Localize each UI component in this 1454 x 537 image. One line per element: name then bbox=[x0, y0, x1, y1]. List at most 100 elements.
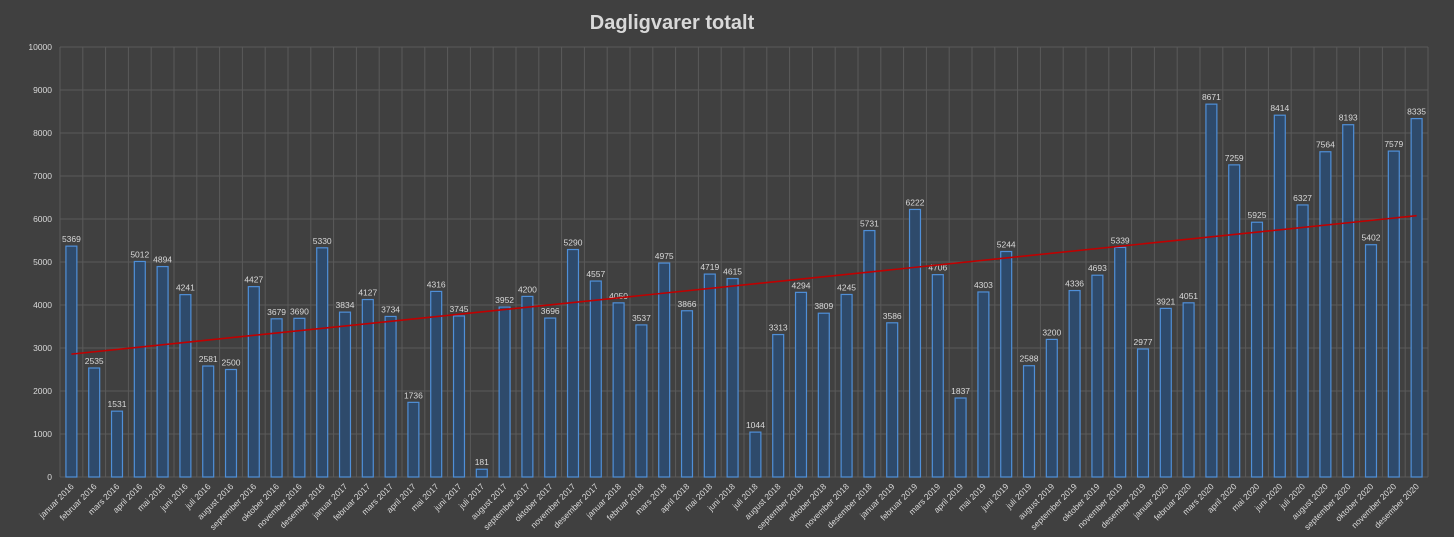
bar bbox=[475, 468, 488, 478]
bar bbox=[110, 410, 124, 478]
data-label: 5012 bbox=[130, 249, 149, 259]
bar bbox=[840, 293, 853, 478]
bar bbox=[794, 291, 808, 478]
data-label: 8193 bbox=[1339, 113, 1358, 123]
data-label: 4615 bbox=[723, 267, 742, 277]
data-label: 6222 bbox=[906, 197, 925, 207]
data-label: 5339 bbox=[1111, 235, 1130, 245]
data-label: 4719 bbox=[700, 262, 719, 272]
bar bbox=[224, 368, 238, 478]
bar bbox=[703, 273, 716, 478]
data-label: 4241 bbox=[176, 283, 195, 293]
data-label: 8671 bbox=[1202, 92, 1221, 102]
bar bbox=[430, 290, 443, 478]
data-label: 1044 bbox=[746, 420, 765, 430]
bar bbox=[133, 260, 146, 478]
bar bbox=[1159, 307, 1172, 478]
data-label: 5244 bbox=[997, 240, 1016, 250]
bar bbox=[589, 280, 602, 478]
data-label: 4693 bbox=[1088, 263, 1107, 273]
data-label: 4336 bbox=[1065, 279, 1084, 289]
bar bbox=[566, 248, 580, 478]
bar bbox=[1022, 365, 1036, 478]
data-label: 2581 bbox=[199, 354, 218, 364]
y-tick-label: 9000 bbox=[33, 85, 52, 95]
bar bbox=[384, 315, 397, 478]
data-label: 4706 bbox=[928, 263, 947, 273]
data-label: 3200 bbox=[1042, 327, 1061, 337]
bar bbox=[65, 245, 78, 478]
bar bbox=[1387, 150, 1400, 478]
data-label: 1837 bbox=[951, 386, 970, 396]
bar bbox=[1045, 338, 1058, 478]
data-label: 3952 bbox=[495, 295, 514, 305]
bar bbox=[726, 277, 739, 478]
bar bbox=[658, 262, 671, 478]
data-label: 3921 bbox=[1156, 296, 1175, 306]
bar bbox=[749, 431, 762, 478]
data-label: 3834 bbox=[336, 300, 355, 310]
data-label: 4427 bbox=[244, 275, 263, 285]
bar bbox=[544, 317, 557, 478]
bar bbox=[1068, 289, 1081, 478]
bar bbox=[316, 247, 329, 478]
bar bbox=[680, 310, 694, 478]
bar bbox=[1182, 302, 1195, 478]
bar bbox=[1000, 250, 1013, 478]
bar bbox=[886, 322, 899, 478]
data-label: 3690 bbox=[290, 306, 309, 316]
data-label: 3745 bbox=[450, 304, 469, 314]
y-tick-label: 8000 bbox=[33, 128, 52, 138]
bar bbox=[498, 306, 511, 478]
bar bbox=[908, 208, 922, 478]
bar bbox=[1273, 114, 1286, 478]
bar bbox=[1091, 274, 1104, 478]
bar bbox=[156, 265, 169, 478]
bar bbox=[1410, 117, 1423, 478]
y-tick-label: 2000 bbox=[33, 386, 52, 396]
bar bbox=[407, 401, 420, 478]
bar bbox=[1114, 246, 1127, 478]
data-label: 7259 bbox=[1225, 153, 1244, 163]
data-label: 7579 bbox=[1384, 139, 1403, 149]
data-label: 4975 bbox=[655, 251, 674, 261]
data-label: 3586 bbox=[883, 311, 902, 321]
data-label: 4557 bbox=[586, 269, 605, 279]
data-label: 7564 bbox=[1316, 140, 1335, 150]
bar bbox=[1136, 348, 1150, 478]
bar bbox=[635, 324, 648, 478]
chart-title: Dagligvarer totalt bbox=[589, 12, 755, 34]
data-label: 4894 bbox=[153, 255, 172, 265]
data-label: 5290 bbox=[564, 238, 583, 248]
y-tick-label: 3000 bbox=[33, 343, 52, 353]
bar bbox=[931, 274, 944, 478]
trendline bbox=[71, 214, 1417, 355]
y-tick-label: 1000 bbox=[33, 429, 52, 439]
bar bbox=[293, 317, 306, 478]
data-label: 2535 bbox=[85, 356, 104, 366]
data-label: 5731 bbox=[860, 219, 879, 229]
bar bbox=[338, 311, 352, 478]
data-label: 4316 bbox=[427, 279, 446, 289]
bar bbox=[202, 365, 215, 478]
bar bbox=[1319, 151, 1332, 478]
data-label: 1736 bbox=[404, 390, 423, 400]
data-label: 5402 bbox=[1362, 233, 1381, 243]
bar bbox=[270, 318, 283, 478]
data-label: 1531 bbox=[108, 399, 127, 409]
data-label: 3537 bbox=[632, 313, 651, 323]
data-label: 4127 bbox=[358, 288, 377, 298]
bar bbox=[977, 291, 990, 478]
bar bbox=[1228, 164, 1241, 478]
data-label: 4294 bbox=[792, 280, 811, 290]
bar bbox=[1250, 221, 1264, 478]
data-label: 3696 bbox=[541, 306, 560, 316]
data-label: 6327 bbox=[1293, 193, 1312, 203]
data-label: 4245 bbox=[837, 282, 856, 292]
data-label: 5925 bbox=[1248, 210, 1267, 220]
y-tick-label: 6000 bbox=[33, 214, 52, 224]
data-label: 3866 bbox=[678, 299, 697, 309]
y-tick-label: 7000 bbox=[33, 171, 52, 181]
